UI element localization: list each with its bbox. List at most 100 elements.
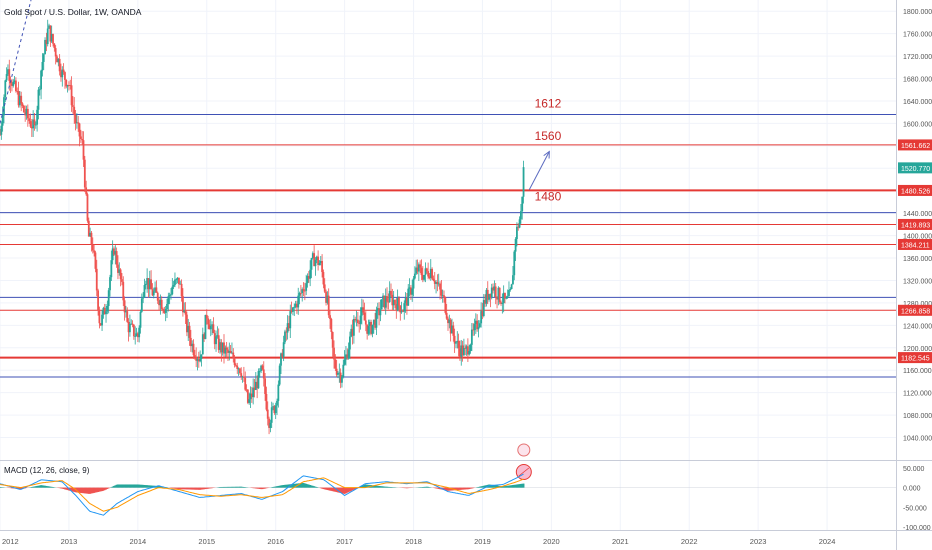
macd-histogram-bar (315, 487, 318, 488)
candle-body (310, 258, 313, 270)
macd-histogram-bar (118, 484, 121, 488)
candle-body (481, 311, 484, 317)
candle-body (466, 346, 469, 355)
level-price-tag-label: 1419.893 (901, 222, 930, 229)
level-annotation[interactable]: 1480 (535, 189, 562, 203)
candle-body (261, 365, 264, 370)
candle-body (118, 269, 121, 273)
macd-histogram-bar (37, 485, 40, 488)
macd-histogram-bar (78, 487, 81, 493)
candle-body (227, 349, 229, 353)
price-tick-label: 1360.000 (903, 256, 932, 263)
macd-histogram-bar (199, 487, 202, 490)
level-annotation[interactable]: 1612 (535, 97, 562, 111)
candle-body (139, 311, 142, 328)
candle-body (236, 365, 239, 369)
macd-histogram-bar (302, 482, 305, 488)
macd-histogram-bar (321, 487, 323, 489)
macd-histogram-bar (274, 486, 277, 488)
macd-histogram-bar (44, 485, 46, 488)
macd-histogram-bar (496, 485, 498, 488)
time-axis[interactable]: 2012 2013 2014 2015 2016 2017 2018 2019 2020 2021… (2, 537, 835, 546)
macd-histogram-bar (423, 486, 426, 488)
level-price-tag[interactable] (898, 352, 932, 364)
macd-histogram-bar (101, 487, 103, 492)
macd-histogram-bar (504, 486, 506, 488)
level-price-tag[interactable] (898, 238, 932, 250)
candle-body (224, 347, 227, 354)
macd-histogram-bar (262, 487, 265, 489)
candle-body (209, 326, 212, 330)
macd-histogram-bar (290, 484, 293, 488)
trendline[interactable] (0, 0, 32, 124)
candle-body (368, 321, 371, 327)
macd-histogram-bar (497, 485, 500, 488)
candle-body (268, 418, 270, 428)
candle-body (497, 287, 500, 300)
macd-histogram-bar (117, 484, 119, 488)
candle-body (7, 69, 9, 75)
level-price-tag[interactable] (898, 184, 932, 196)
macd-histogram-bar (404, 487, 407, 489)
event-flag-icon[interactable] (517, 443, 531, 457)
price-axis[interactable]: 1040.000 1080.000 1120.000 1160.000 1200.000… (898, 9, 932, 532)
macd-histogram-bar (470, 487, 473, 489)
macd-histogram-bar (326, 487, 329, 490)
macd-histogram-bar (128, 484, 131, 488)
macd-histogram-bar (276, 486, 278, 488)
candle-body (289, 311, 292, 329)
candle-body (277, 384, 280, 401)
macd-histogram-bar (98, 487, 101, 492)
macd-histogram-bar (280, 485, 282, 488)
macd-histogram-bar (131, 484, 134, 488)
current-price-tag[interactable] (898, 162, 932, 174)
candle-body (231, 352, 233, 354)
candle-body (322, 272, 325, 285)
macd-histogram-bar (184, 487, 187, 490)
macd-histogram-bar (143, 484, 146, 488)
macd-histogram-bar (125, 484, 127, 488)
level-price-tag[interactable] (898, 218, 932, 230)
level-annotation[interactable]: 1560 (535, 129, 562, 143)
macd-histogram-bar (502, 486, 505, 488)
macd-histogram-bar (224, 486, 227, 488)
price-tick-label: 1400.000 (903, 234, 932, 241)
projection-arrow[interactable] (528, 151, 550, 190)
horizontal-levels[interactable] (0, 113, 896, 378)
macd-histogram-bar (175, 487, 178, 489)
candle-body (444, 297, 447, 313)
candle-body (417, 264, 420, 272)
macd-histogram-bar (360, 486, 363, 488)
macd-histogram-bar (519, 483, 522, 488)
level-price-tag[interactable] (898, 139, 932, 151)
candle-body (492, 287, 494, 291)
macd-histogram-bar (61, 487, 64, 489)
macd-histogram-bar (384, 486, 387, 488)
macd-tick-label: -100.000 (903, 525, 931, 532)
macd-histogram-bar (292, 484, 294, 488)
macd-histogram-bar (310, 485, 313, 488)
macd-histogram-bar (64, 487, 66, 490)
macd-histogram-bar (464, 487, 467, 490)
candle-body (318, 262, 321, 266)
macd-histogram-bar (99, 487, 102, 492)
macd-histogram-bar (197, 487, 200, 490)
macd-histogram-bar (189, 487, 192, 490)
candle-body (225, 347, 228, 350)
candle-body (221, 342, 224, 353)
candle-body (3, 97, 5, 116)
level-price-tag[interactable] (898, 304, 932, 316)
candle-body (396, 297, 399, 311)
candle-body (445, 312, 448, 319)
candle-body (253, 387, 256, 390)
macd-histogram-bar (70, 487, 73, 492)
candle-body (419, 264, 422, 268)
candle-body (103, 307, 106, 315)
candle-body (315, 256, 318, 261)
candle-body (110, 260, 113, 278)
candle-body (468, 350, 471, 355)
candle-body (290, 311, 293, 312)
annotations[interactable]: 1612 1560 1480 (535, 97, 562, 204)
candle-body (351, 328, 354, 336)
